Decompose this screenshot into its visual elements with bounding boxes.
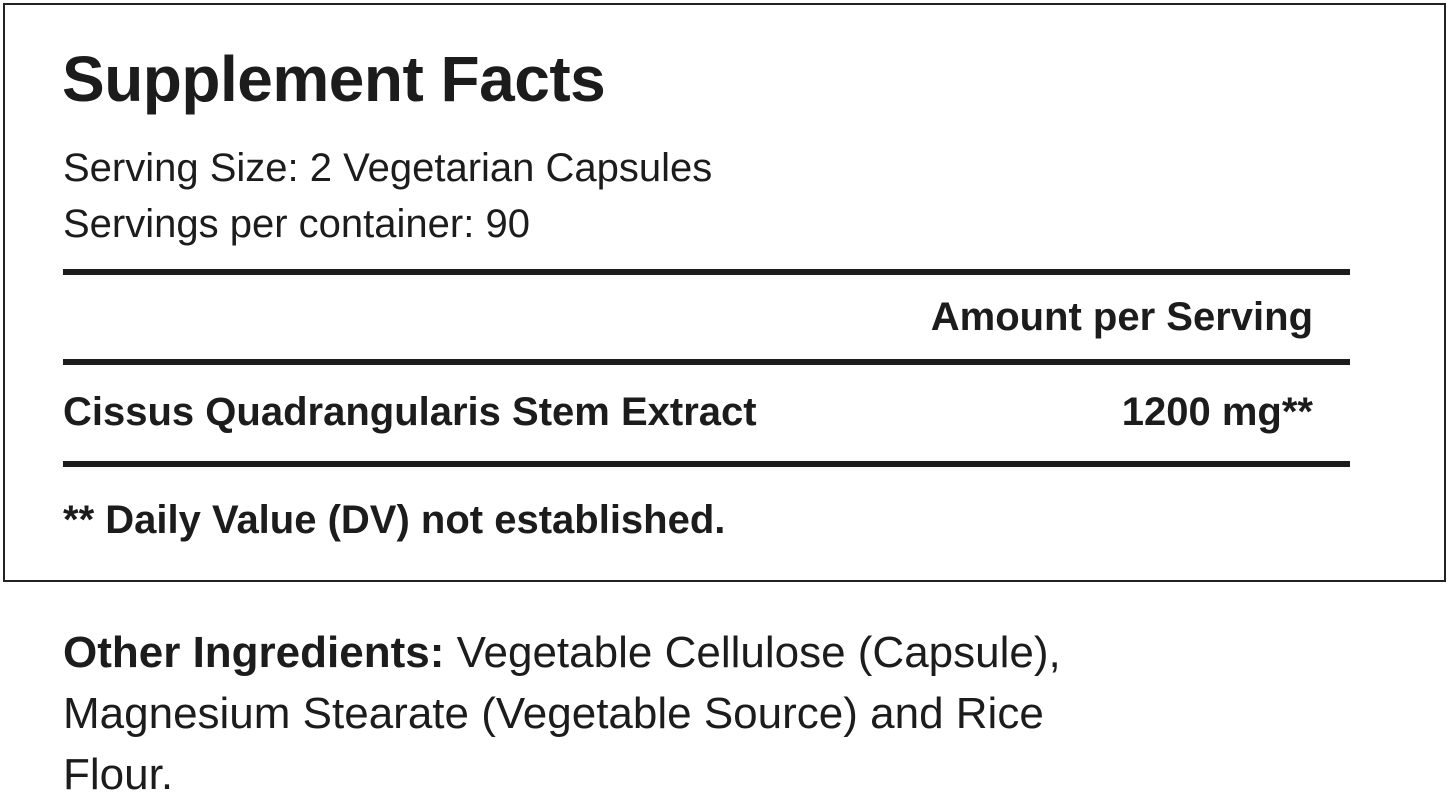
supplement-facts-panel — [3, 3, 1446, 582]
other-ingredients-text: Vegetable Cellulose (Capsule), Magnesium… — [63, 628, 1061, 799]
divider-rule — [63, 269, 1350, 275]
serving-size: Serving Size: 2 Vegetarian Capsules — [63, 146, 713, 190]
other-ingredients-label: Other Ingredients: — [63, 628, 445, 677]
divider-rule — [63, 461, 1350, 467]
other-ingredients: Other Ingredients: Vegetable Cellulose (… — [63, 622, 1063, 805]
panel-title: Supplement Facts — [62, 43, 606, 115]
ingredient-name: Cissus Quadrangularis Stem Extract — [63, 390, 757, 434]
divider-rule — [63, 359, 1350, 365]
ingredient-amount: 1200 mg** — [1121, 390, 1313, 434]
daily-value-footnote: ** Daily Value (DV) not established. — [63, 498, 726, 542]
servings-per-container: Servings per container: 90 — [63, 202, 530, 246]
amount-per-serving-header: Amount per Serving — [930, 295, 1313, 339]
